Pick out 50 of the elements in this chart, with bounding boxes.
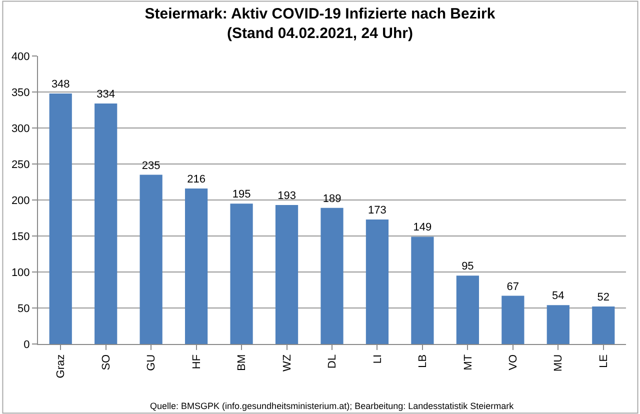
data-label: 334 <box>96 88 116 101</box>
x-tick-label: DL <box>326 354 339 368</box>
bar <box>49 93 72 344</box>
x-tick-label: HF <box>190 354 203 370</box>
bar <box>185 188 208 344</box>
x-tick-label: BM <box>236 354 248 371</box>
source-note: Quelle: BMSGPK (info.gesundheitsministerium.at); Bearbeitung: Landesstatistik Steiermark <box>150 401 514 411</box>
x-tick-label: VO <box>507 354 520 370</box>
bar <box>230 204 253 344</box>
x-tick-label: MU <box>552 354 565 372</box>
bar <box>366 219 389 344</box>
data-label: 52 <box>597 292 610 304</box>
bar <box>94 104 118 344</box>
bar <box>502 296 524 344</box>
data-label: 235 <box>142 160 160 172</box>
y-tick-label: 250 <box>11 158 30 171</box>
data-label: 149 <box>413 222 432 234</box>
x-tick-label: LB <box>417 354 430 368</box>
data-label: 173 <box>368 204 386 216</box>
y-tick-label: 350 <box>11 86 30 99</box>
data-label: 189 <box>322 192 342 205</box>
x-tick-label: LI <box>372 354 384 364</box>
y-tick-label: 300 <box>11 122 30 135</box>
y-tick-label: 0 <box>24 338 30 351</box>
data-label: 54 <box>552 290 564 302</box>
bar <box>456 276 479 344</box>
y-tick-label: 50 <box>18 302 30 315</box>
y-tick-label: 100 <box>11 266 30 279</box>
bar <box>411 236 434 344</box>
bar <box>140 174 162 344</box>
data-label: 67 <box>506 280 520 293</box>
bar <box>592 306 615 344</box>
bar <box>320 208 344 344</box>
data-label: 95 <box>462 260 474 273</box>
x-tick-label: Graz <box>55 354 68 378</box>
bar <box>546 305 570 344</box>
data-label: 195 <box>232 188 251 201</box>
data-label: 348 <box>51 78 70 90</box>
x-tick-label: MT <box>462 354 474 370</box>
y-tick-label: 400 <box>11 50 30 63</box>
x-tick-label: SO <box>100 354 112 370</box>
bar <box>275 205 298 344</box>
x-tick-label: WZ <box>281 354 294 372</box>
x-tick-label: LE <box>598 354 610 368</box>
data-label: 193 <box>278 190 296 202</box>
chart-title: Steiermark: Aktiv COVID-19 Infizierte nach Bezirk (Stand 04.02.2021, 24 Uhr) <box>144 6 496 42</box>
y-tick-label: 150 <box>11 230 30 243</box>
x-tick-label: GU <box>146 354 158 371</box>
y-tick-label: 200 <box>11 194 30 207</box>
data-label: 216 <box>187 173 206 186</box>
